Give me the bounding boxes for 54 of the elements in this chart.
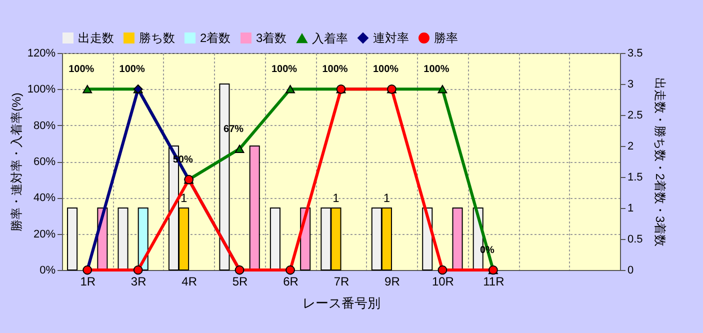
y2-axis-title: 出走数・勝ち数・2着数・3着数 xyxy=(652,77,667,247)
point xyxy=(438,265,448,275)
y2-tick-label: 0.5 xyxy=(628,234,643,246)
legend-label: 入着率 xyxy=(312,31,348,46)
y2-tick-label: 1 xyxy=(628,202,634,214)
x-tick-label: 5R xyxy=(232,274,248,288)
y2-tick-label: 3.5 xyxy=(628,48,643,60)
data-label: 100% xyxy=(372,64,399,76)
point xyxy=(133,265,143,275)
y-tick-label: 0% xyxy=(40,264,56,276)
point xyxy=(82,85,92,94)
point xyxy=(234,144,244,153)
y2-tick-label: 1.5 xyxy=(628,172,643,184)
data-label: 1 xyxy=(383,191,390,205)
x-tick-label: 3R xyxy=(130,274,147,288)
y-tick-label: 60% xyxy=(33,156,56,168)
bar xyxy=(118,208,128,270)
data-label: 100% xyxy=(68,64,94,76)
x-tick-label: 10R xyxy=(432,274,454,288)
bar xyxy=(270,208,280,270)
bar xyxy=(67,208,78,270)
y2-tick-label: 3 xyxy=(628,78,634,90)
y-tick-label: 20% xyxy=(33,228,56,240)
y2-tick-label: 2 xyxy=(628,140,634,152)
bar xyxy=(249,146,260,270)
x-tick-label: 7R xyxy=(334,274,350,288)
data-label: 100% xyxy=(271,64,298,76)
legend-label: 勝率 xyxy=(434,31,458,45)
data-label: 100% xyxy=(424,64,450,76)
bar xyxy=(452,208,463,270)
legend-label: 勝ち数 xyxy=(139,31,175,45)
y-tick-label: 120% xyxy=(27,48,56,60)
data-label: 100% xyxy=(322,64,348,76)
y-axis-title: 勝率・連対率・入着率(%) xyxy=(9,92,24,232)
x-tick-label: 9R xyxy=(384,274,400,288)
x-tick-label: 6R xyxy=(283,274,299,288)
legend-label: 3着数 xyxy=(256,31,287,45)
y-tick-label: 80% xyxy=(33,120,56,132)
y-tick-label: 100% xyxy=(27,84,56,96)
data-label: 1 xyxy=(332,191,340,205)
y2-tick-label: 2.5 xyxy=(628,110,643,122)
y-tick-label: 40% xyxy=(33,192,56,204)
point xyxy=(286,85,295,94)
data-label: 100% xyxy=(119,64,145,76)
y2-tick-label: 0 xyxy=(628,264,634,276)
x-tick-label: 4R xyxy=(182,274,198,288)
point xyxy=(438,85,448,94)
x-axis-title: レース番号別 xyxy=(302,296,380,310)
legend-label: 出走数 xyxy=(78,31,114,45)
legend-label: 2着数 xyxy=(200,31,231,45)
x-tick-label: 1R xyxy=(80,274,96,288)
data-label: 1 xyxy=(180,191,188,205)
x-tick-label: 11R xyxy=(483,274,505,288)
legend-label: 連対率 xyxy=(373,31,409,45)
